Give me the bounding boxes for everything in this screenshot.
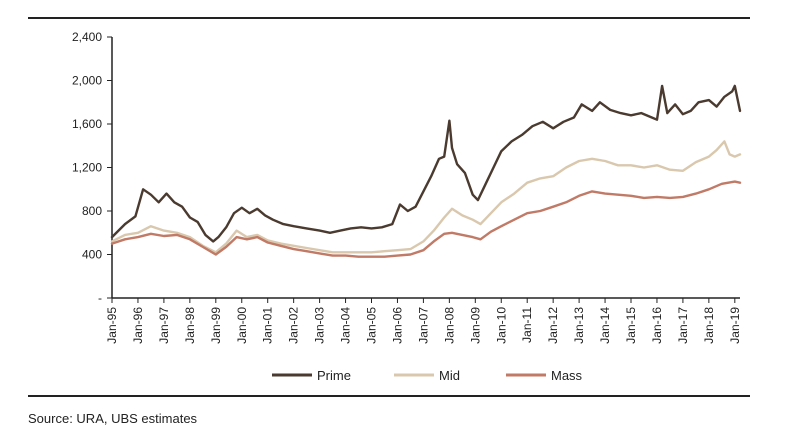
x-tick-label: Jan-98 xyxy=(183,307,197,344)
x-tick-label: Jan-17 xyxy=(676,307,690,344)
y-tick-label: 1,600 xyxy=(72,117,102,131)
series-line-mass xyxy=(110,180,742,258)
x-tick-label: Jan-13 xyxy=(572,307,586,344)
y-tick-label: 1,200 xyxy=(72,161,102,175)
x-tick-label: Jan-11 xyxy=(520,307,534,343)
x-tick-label: Jan-08 xyxy=(442,307,456,344)
plot-area: - 400 800 1,200 1,600 2,000 2,400 Jan-95 Jan-96 J… xyxy=(72,30,742,344)
legend-label-mid: Mid xyxy=(439,368,460,383)
y-tick-label: 800 xyxy=(82,204,102,218)
legend-label-mass: Mass xyxy=(551,368,583,383)
x-tick-label: Jan-09 xyxy=(468,307,482,344)
x-tick-label: Jan-12 xyxy=(546,307,560,344)
x-tick-label: Jan-95 xyxy=(105,307,119,344)
x-tick-label: Jan-14 xyxy=(598,307,612,344)
y-tick-label: 2,000 xyxy=(72,74,102,88)
y-tick-label: 400 xyxy=(82,248,102,262)
x-tick-label: Jan-18 xyxy=(702,307,716,344)
x-tick-label: Jan-04 xyxy=(339,307,353,344)
x-tick-label: Jan-05 xyxy=(365,307,379,344)
x-tick-label: Jan-02 xyxy=(287,307,301,344)
x-tick-label: Jan-97 xyxy=(157,307,171,344)
source-note: Source: URA, UBS estimates xyxy=(28,411,198,426)
series-line-prime xyxy=(110,84,742,243)
y-tick-label: 2,400 xyxy=(72,30,102,44)
x-tick-label: Jan-00 xyxy=(235,307,249,344)
x-tick-label: Jan-19 xyxy=(728,307,742,344)
x-tick-label: Jan-01 xyxy=(261,307,275,344)
x-tick-label: Jan-99 xyxy=(209,307,223,344)
x-tick-label: Jan-03 xyxy=(313,307,327,344)
legend: Prime Mid Mass xyxy=(272,368,583,383)
x-tick-label: Jan-15 xyxy=(624,307,638,344)
x-tick-label: Jan-10 xyxy=(494,307,508,344)
x-tick-label: Jan-16 xyxy=(650,307,664,344)
legend-label-prime: Prime xyxy=(317,368,351,383)
series-line-mid xyxy=(110,140,742,254)
y-tick-label: - xyxy=(98,291,102,305)
x-tick-label: Jan-07 xyxy=(416,307,430,344)
x-tick-label: Jan-96 xyxy=(131,307,145,344)
x-tick-label: Jan-06 xyxy=(390,307,404,344)
